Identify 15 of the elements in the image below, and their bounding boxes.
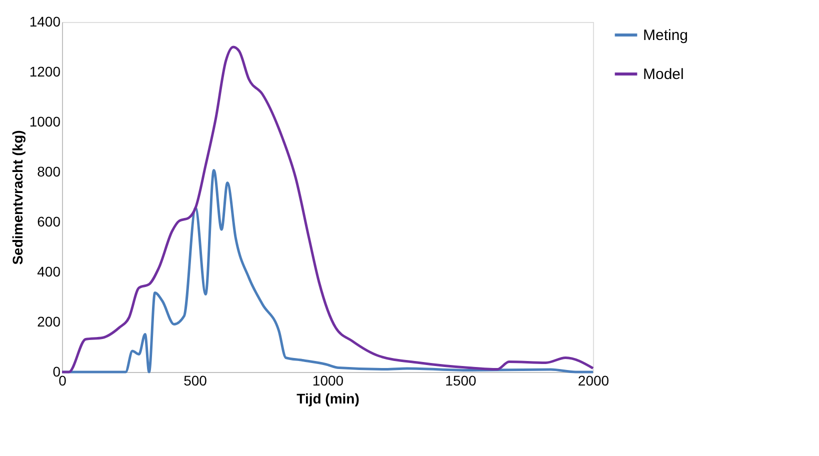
y-tick-label: 1400 [29, 14, 61, 30]
x-tick-label: 2000 [578, 372, 610, 388]
x-tick-label: 500 [184, 372, 208, 388]
x-tick-label: 1000 [312, 372, 344, 388]
y-tick-label: 1000 [29, 114, 61, 130]
legend-label: Model [643, 66, 684, 83]
y-tick-label: 400 [37, 264, 61, 280]
y-tick-label: 200 [37, 314, 61, 330]
y-tick-label: 600 [37, 214, 61, 230]
legend-label: Meting [643, 27, 688, 44]
y-tick-label: 800 [37, 164, 61, 180]
x-axis-title: Tijd (min) [296, 390, 360, 406]
y-tick-label: 1200 [29, 64, 61, 80]
y-axis-title: Sedimentvracht (kg) [9, 130, 26, 265]
x-tick-label: 1500 [445, 372, 477, 388]
